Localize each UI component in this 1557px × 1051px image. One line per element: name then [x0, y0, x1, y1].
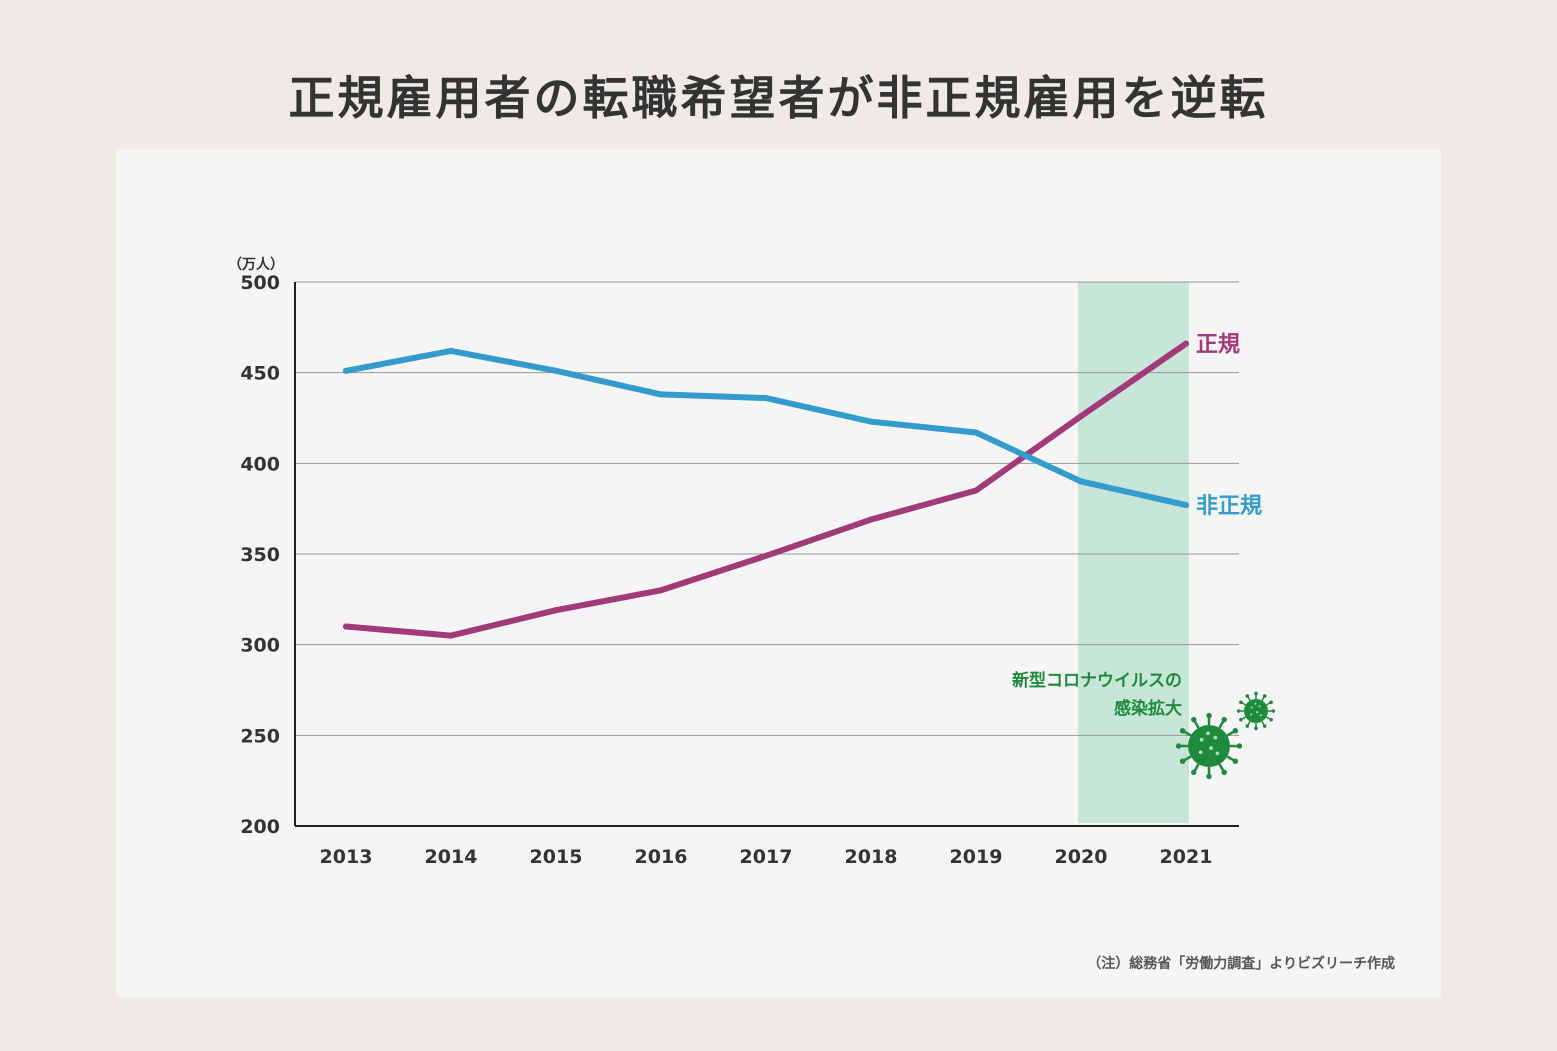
x-tick-label-2017: 2017 — [740, 846, 793, 868]
data-point-1-2015 — [553, 367, 559, 374]
series-line-0 — [343, 340, 1189, 639]
x-tick-label-2013: 2013 — [320, 846, 373, 868]
virus-icon-small — [1236, 691, 1276, 731]
data-point-0-2015 — [553, 607, 559, 614]
x-tick-label-2015: 2015 — [530, 846, 583, 868]
source-note: （注）総務省「労働力調査」よりビズリーチ作成 — [1087, 956, 1395, 972]
covid-annotation-line-0: 新型コロナウイルスの — [1012, 670, 1182, 691]
data-point-0-2019 — [973, 487, 979, 494]
y-unit-label: （万人） — [228, 256, 284, 273]
data-point-0-2021 — [1183, 340, 1189, 347]
x-tick-label-2018: 2018 — [845, 846, 898, 868]
data-point-0-2013 — [343, 623, 349, 630]
y-tick-label-250: 250 — [240, 725, 280, 747]
data-point-0-2016 — [658, 587, 664, 594]
data-point-0-2014 — [448, 632, 454, 639]
data-point-0-2020 — [1078, 413, 1084, 420]
x-tick-label-2019: 2019 — [950, 846, 1003, 868]
data-point-1-2021 — [1183, 502, 1189, 509]
covid-annotation-line-1: 感染拡大 — [1114, 698, 1182, 719]
data-point-1-2013 — [343, 367, 349, 374]
y-tick-label-400: 400 — [240, 453, 280, 475]
covid-highlight-band — [1078, 282, 1189, 823]
x-tick-label-2021: 2021 — [1160, 846, 1213, 868]
chart-panel: 200 250 300 350 400 450 500 （万人） 2013 2014 2015 201… — [116, 149, 1441, 997]
data-point-1-2014 — [448, 347, 454, 354]
virus-icon-large — [1175, 712, 1243, 780]
series-label-1: 非正規 — [1196, 494, 1262, 519]
chart-title: 正規雇用者の転職希望者が非正規雇用を逆転 — [288, 71, 1269, 125]
data-point-1-2019 — [973, 429, 979, 436]
x-tick-label-2014: 2014 — [425, 846, 478, 868]
x-tick-label-2020: 2020 — [1055, 846, 1108, 868]
data-point-0-2017 — [763, 552, 769, 559]
series-label-0: 正規 — [1196, 333, 1240, 358]
data-point-1-2016 — [658, 391, 664, 398]
data-point-0-2018 — [868, 516, 874, 523]
y-tick-label-350: 350 — [240, 544, 280, 566]
data-point-1-2017 — [763, 395, 769, 402]
y-tick-label-450: 450 — [240, 363, 280, 385]
y-tick-label-500: 500 — [240, 272, 280, 294]
y-tick-label-200: 200 — [240, 816, 280, 838]
x-tick-label-2016: 2016 — [635, 846, 688, 868]
data-point-1-2020 — [1078, 478, 1084, 485]
y-tick-label-300: 300 — [240, 635, 280, 657]
line-chart: 200 250 300 350 400 450 500（万人） 2013 2014 2015 201… — [228, 256, 1276, 868]
data-point-1-2018 — [868, 418, 874, 425]
